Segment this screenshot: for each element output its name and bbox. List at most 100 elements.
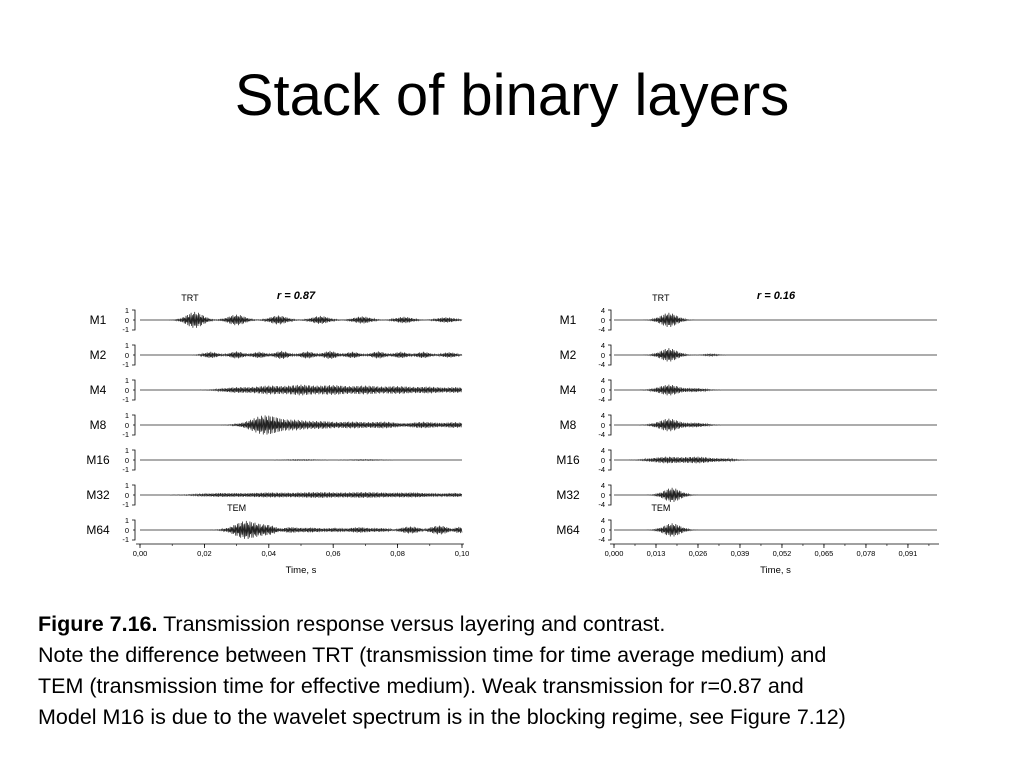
- y-tick-label: -4: [598, 500, 605, 509]
- y-tick-label: 4: [601, 481, 605, 490]
- x-tick-label: 0,065: [815, 549, 834, 558]
- trace-m4: [614, 384, 937, 396]
- y-axis-bracket: [132, 379, 136, 401]
- figure-caption: Figure 7.16. Transmission response versu…: [38, 609, 1013, 733]
- trace-m1: [614, 312, 937, 328]
- x-tick-label: 0,000: [605, 549, 624, 558]
- annotation-trt: TRT: [652, 293, 670, 303]
- y-tick-label: 1: [125, 306, 129, 315]
- y-tick-label: -4: [598, 360, 605, 369]
- x-tick-label: 0,00: [133, 549, 148, 558]
- y-axis-bracket: [608, 379, 612, 401]
- y-tick-label: -1: [122, 360, 129, 369]
- chart-r087: r = 0.87M110-1M210-1M410-1M810-1M1610-1M…: [86, 290, 469, 576]
- trace-m2: [140, 350, 463, 359]
- y-tick-label: -1: [122, 500, 129, 509]
- x-tick-label: 0,052: [773, 549, 792, 558]
- trace-label-m8: M8: [90, 418, 107, 432]
- y-axis-bracket: [608, 519, 612, 541]
- trace-m32: [614, 487, 937, 503]
- trace-m16: [614, 456, 937, 464]
- y-tick-label: -4: [598, 325, 605, 334]
- x-tick-label: 0,02: [197, 549, 212, 558]
- y-tick-label: 0: [601, 316, 605, 325]
- y-tick-label: -1: [122, 395, 129, 404]
- trace-m8: [614, 418, 937, 432]
- y-tick-label: 0: [601, 351, 605, 360]
- y-tick-label: -4: [598, 535, 605, 544]
- y-tick-label: -1: [122, 325, 129, 334]
- y-tick-label: 1: [125, 376, 129, 385]
- x-axis-label: Time, s: [286, 565, 317, 576]
- x-tick-label: 0,08: [390, 549, 405, 558]
- y-tick-label: 1: [125, 411, 129, 420]
- y-axis-bracket: [608, 344, 612, 366]
- caption-text: Transmission response versus layering an…: [157, 612, 666, 636]
- annotation-tem: TEM: [651, 503, 670, 513]
- trace-m64: [614, 523, 937, 537]
- trace-label-m1: M1: [90, 313, 107, 327]
- trace-m1: [140, 311, 463, 328]
- y-tick-label: 1: [125, 341, 129, 350]
- trace-label-m8: M8: [560, 418, 577, 432]
- x-tick-label: 0,078: [857, 549, 876, 558]
- chart-r016: r = 0.16M140-4M240-4M440-4M840-4M1640-4M…: [556, 290, 939, 576]
- x-tick-label: 0,10: [455, 549, 470, 558]
- y-tick-label: 1: [125, 516, 129, 525]
- x-tick-label: 0,013: [647, 549, 666, 558]
- annotation-tem: TEM: [227, 503, 246, 513]
- trace-m16: [140, 458, 462, 462]
- y-tick-label: 1: [125, 481, 129, 490]
- y-axis-bracket: [132, 519, 136, 541]
- y-tick-label: 0: [601, 526, 605, 535]
- y-axis-bracket: [608, 484, 612, 506]
- y-tick-label: -1: [122, 465, 129, 474]
- y-tick-label: 4: [601, 306, 605, 315]
- y-tick-label: 0: [125, 351, 129, 360]
- caption-label: Figure 7.16.: [38, 612, 158, 636]
- y-tick-label: 4: [601, 516, 605, 525]
- caption-line-3: TEM (transmission time for effective med…: [38, 674, 804, 698]
- trace-m64: [140, 520, 463, 540]
- caption-line-4: Model M16 is due to the wavelet spectrum…: [38, 705, 846, 729]
- x-tick-label: 0,091: [899, 549, 918, 558]
- trace-label-m2: M2: [560, 348, 577, 362]
- y-axis-bracket: [608, 414, 612, 436]
- trace-m4: [140, 384, 463, 396]
- x-tick-label: 0,039: [731, 549, 750, 558]
- y-tick-label: -1: [122, 535, 129, 544]
- y-tick-label: 0: [125, 456, 129, 465]
- trace-m2: [614, 348, 937, 362]
- y-tick-label: -1: [122, 430, 129, 439]
- y-axis-bracket: [132, 414, 136, 436]
- annotation-trt: TRT: [181, 293, 199, 303]
- x-axis-label: Time, s: [760, 565, 791, 576]
- y-axis-bracket: [132, 449, 136, 471]
- trace-m8: [140, 415, 463, 435]
- slide-title: Stack of binary layers: [234, 63, 790, 128]
- y-tick-label: 4: [601, 376, 605, 385]
- trace-label-m2: M2: [90, 348, 107, 362]
- trace-label-m64: M64: [86, 523, 110, 537]
- trace-label-m32: M32: [86, 488, 110, 502]
- y-axis-bracket: [608, 309, 612, 331]
- y-tick-label: 0: [125, 526, 129, 535]
- y-axis-bracket: [132, 309, 136, 331]
- y-tick-label: 0: [601, 456, 605, 465]
- y-axis-bracket: [132, 344, 136, 366]
- y-tick-label: 0: [125, 491, 129, 500]
- y-tick-label: 0: [601, 491, 605, 500]
- y-tick-label: -4: [598, 465, 605, 474]
- y-tick-label: 0: [601, 386, 605, 395]
- x-tick-label: 0,06: [326, 549, 341, 558]
- trace-label-m64: M64: [556, 523, 580, 537]
- trace-label-m16: M16: [556, 453, 580, 467]
- y-tick-label: 1: [125, 446, 129, 455]
- trace-m32: [140, 492, 463, 498]
- x-tick-label: 0,026: [689, 549, 708, 558]
- trace-label-m4: M4: [560, 383, 577, 397]
- y-axis-bracket: [132, 484, 136, 506]
- y-tick-label: 4: [601, 341, 605, 350]
- y-tick-label: 0: [125, 386, 129, 395]
- figure-7-16: r = 0.87M110-1M210-1M410-1M810-1M1610-1M…: [86, 290, 939, 576]
